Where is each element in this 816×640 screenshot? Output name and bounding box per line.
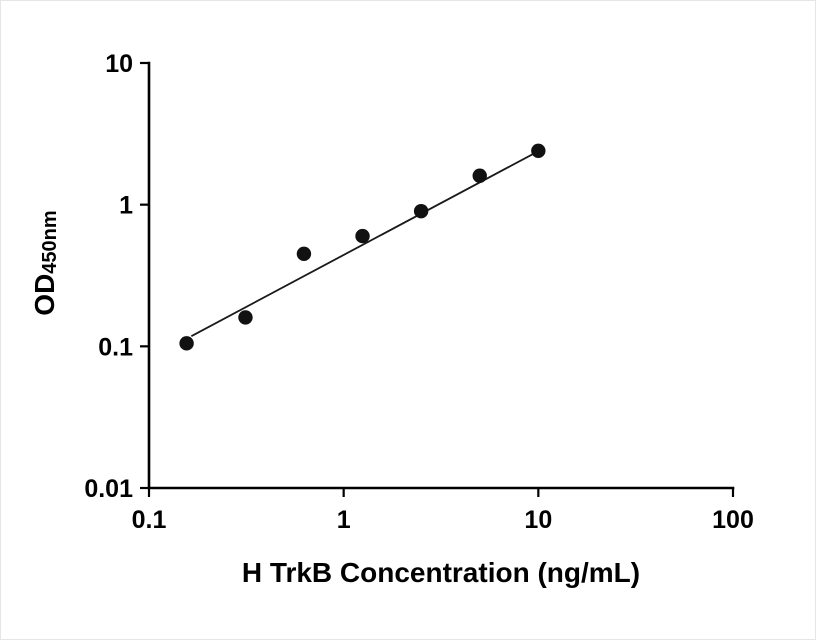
y-tick-label: 10 (105, 50, 133, 78)
data-point (531, 143, 546, 159)
y-axis-label-main: OD (29, 273, 60, 316)
y-tick-label: 1 (119, 192, 133, 220)
fit-line (190, 149, 541, 337)
data-point (179, 336, 194, 351)
x-tick-label: 1 (337, 506, 351, 534)
data-point (296, 246, 312, 261)
y-tick-label: 0.01 (84, 475, 133, 503)
y-axis-label-subscript: 450nm (39, 210, 61, 274)
y-tick-label: 0.1 (98, 333, 133, 361)
y-axis-label: OD450nm (29, 210, 61, 315)
x-tick-label: 100 (712, 506, 754, 534)
axis-lines (147, 61, 735, 490)
x-tick-label: 0.1 (132, 506, 167, 534)
x-axis-label: H TrkB Concentration (ng/mL) (241, 557, 641, 588)
data-point (413, 203, 429, 219)
data-point (238, 310, 253, 325)
x-tick-label: 10 (524, 506, 552, 534)
data-point (472, 168, 487, 183)
data-point (355, 228, 370, 244)
